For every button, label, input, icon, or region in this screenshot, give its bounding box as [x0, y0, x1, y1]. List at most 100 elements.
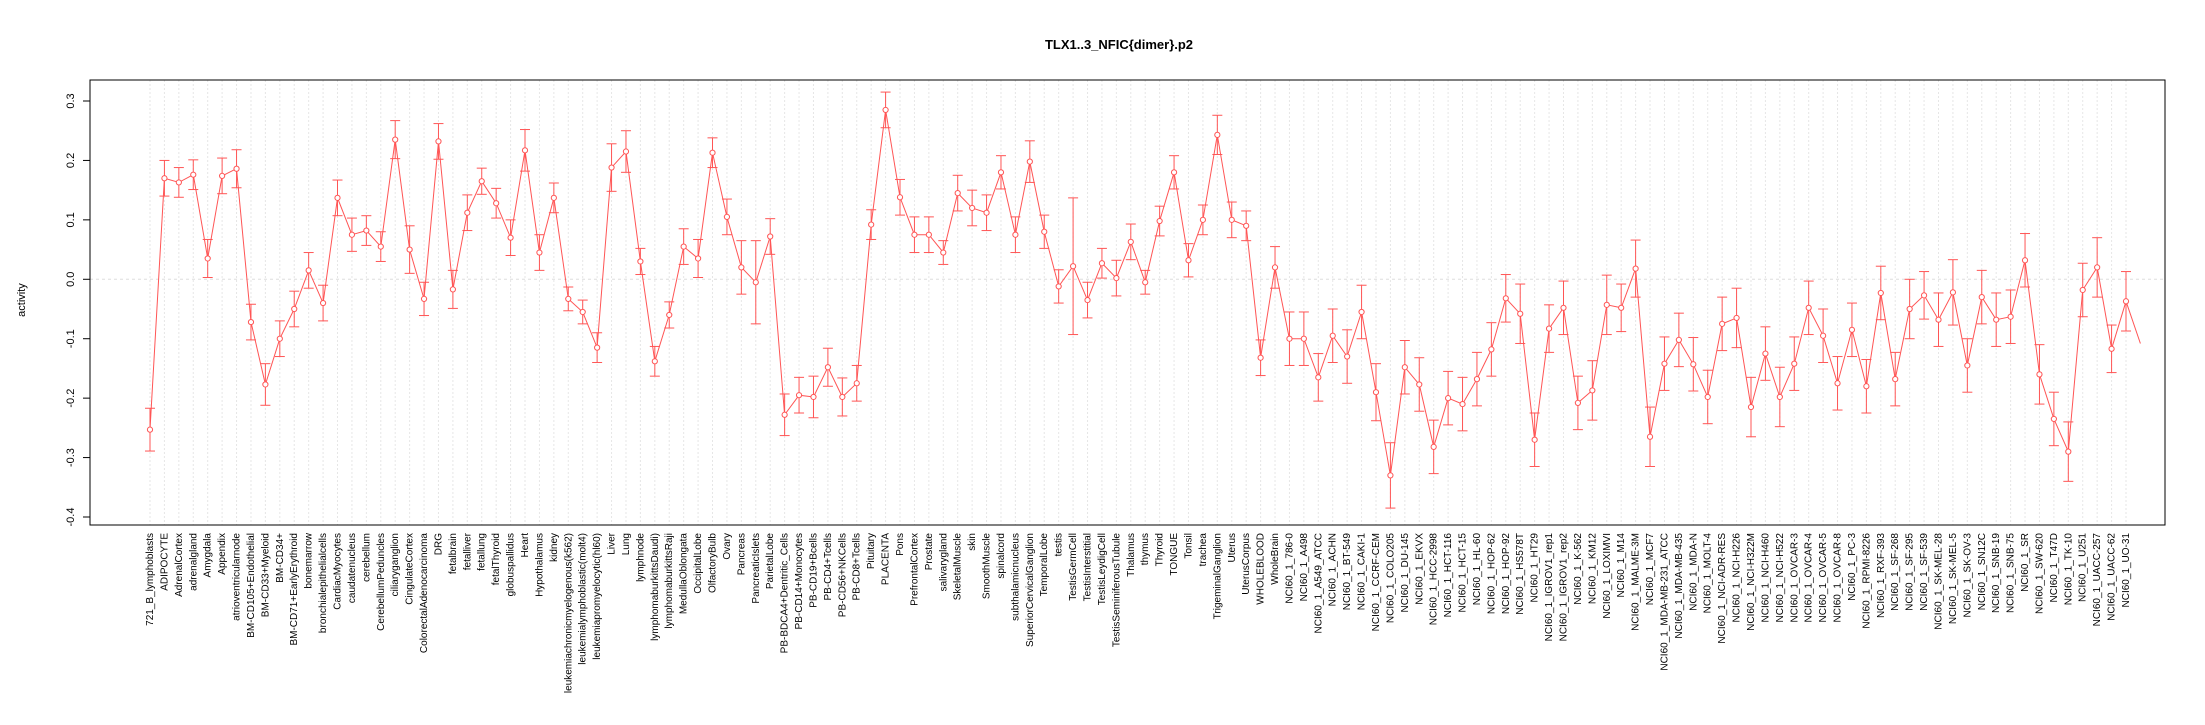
x-tick-label: NCI60_1_MDA-MB-435: [1674, 533, 1685, 639]
chart-title: TLX1..3_NFIC{dimer}.p2: [1045, 37, 1193, 52]
data-point: [219, 172, 226, 179]
data-point: [694, 255, 702, 262]
x-tick-label: NCI60_1_OVCAR-4: [1804, 533, 1815, 623]
x-tick-label: NCI60_1_SF-295: [1905, 533, 1916, 611]
data-point: [507, 234, 514, 241]
x-tick-label: BM-CD71+EarlyErythroid: [289, 533, 300, 646]
data-point: [348, 231, 356, 238]
data-point: [276, 335, 283, 342]
x-axis-tick-labels: 721_B_lymphoblasts ADIPOCYTE AdrenalCortex…: [145, 532, 2132, 693]
data-point: [190, 171, 197, 178]
data-point: [983, 209, 990, 216]
x-tick-label: NCI60_1_SW-620: [2034, 533, 2045, 614]
data-point: [1690, 361, 1697, 368]
x-tick-label: NCI60_1_SNB-75: [2006, 533, 2017, 613]
y-tick-label: 0.2: [65, 153, 77, 168]
data-point: [1315, 374, 1322, 381]
data-point: [1603, 301, 1610, 308]
y-tick-label: 0.3: [65, 93, 77, 108]
x-tick-label: SmoothMuscle: [982, 533, 993, 600]
x-tick-label: NCI60_1_786-0: [1284, 533, 1295, 604]
data-point: [2079, 286, 2086, 294]
data-point: [622, 148, 630, 155]
y-tick-label: 0.0: [65, 272, 77, 287]
x-tick-label: NCI60_1_NCI-H522: [1775, 533, 1786, 623]
data-point: [1069, 263, 1077, 270]
data-point: [1906, 305, 1913, 313]
x-tick-label: NCI60_1_HCT-116: [1443, 533, 1454, 618]
x-tick-label: TestisSeminiferousTubule: [1111, 533, 1122, 648]
x-tick-label: NCI60_1_COLO205: [1385, 533, 1396, 623]
data-point: [1041, 228, 1048, 235]
data-point: [1978, 294, 1985, 301]
data-point: [940, 249, 947, 256]
data-point: [637, 258, 644, 265]
x-tick-label: leukemialymphoblastic(molt4): [578, 533, 589, 665]
data-point: [233, 165, 240, 172]
x-tick-label: MedullaOblongata: [679, 533, 690, 615]
x-tick-label: fetalThyroid: [491, 533, 502, 585]
x-tick-label: atrioventricularnode: [232, 533, 243, 621]
x-tick-label: NCI60_1_LOXIMVI: [1602, 533, 1613, 619]
x-tick-label: globuspallidus: [506, 533, 517, 596]
x-tick-label: NCI60_1_SF-539: [1919, 533, 1930, 611]
data-point: [435, 138, 442, 145]
data-point: [464, 209, 471, 216]
data-point: [1243, 222, 1250, 229]
x-tick-label: ColorectalAdenocarcinoma: [419, 533, 430, 654]
x-tick-label: NCI60_1_SNB-19: [1991, 533, 2002, 613]
data-point: [723, 213, 731, 220]
data-point: [449, 286, 456, 293]
x-tick-label: Pituitary: [866, 533, 877, 569]
data-point: [1589, 387, 1596, 394]
x-tick-label: PB-CD14+Monocytes: [794, 533, 805, 629]
x-tick-label: PB-BDCA4+Dentritic_Cells: [780, 533, 791, 653]
x-tick-label: Prostate: [924, 533, 935, 571]
data-point: [1012, 231, 1019, 238]
gridlines: [90, 80, 2165, 525]
data-point: [420, 295, 428, 302]
data-point: [1127, 238, 1134, 245]
x-tick-label: NCI60_1_SK-OV-3: [1962, 533, 1973, 618]
data-point: [1863, 383, 1870, 390]
x-tick-label: NCI60_1_BT-549: [1342, 533, 1353, 611]
y-tick-label: -0.2: [65, 389, 77, 408]
data-point: [1156, 217, 1163, 225]
data-point: [1142, 279, 1149, 286]
data-point: [146, 426, 154, 433]
x-tick-label: CingulateCortex: [405, 533, 416, 605]
data-point: [161, 175, 168, 182]
x-tick-label: PB-CD4+Tcells: [823, 533, 834, 601]
x-tick-label: NCI60_1_IGROV1_rep1: [1544, 533, 1555, 642]
x-tick-label: WholeBrain: [1270, 533, 1281, 585]
x-tick-label: Heart: [520, 533, 531, 558]
data-point: [1430, 443, 1437, 450]
x-tick-label: NCI60_1_HCC-2998: [1429, 533, 1440, 626]
y-tick-label: 0.1: [65, 212, 77, 227]
data-point: [1747, 403, 1755, 411]
x-tick-label: adrenalgland: [188, 533, 199, 591]
x-tick-label: bonemarrow: [304, 532, 315, 588]
x-tick-label: caudatenucleus: [347, 533, 358, 603]
data-point: [305, 267, 312, 274]
data-point: [1892, 376, 1899, 383]
x-tick-label: TONGUE: [1169, 533, 1180, 576]
x-tick-label: bronchialepithelialcells: [318, 533, 329, 633]
x-tick-label: PB-CD8+Tcells: [852, 533, 863, 601]
data-point: [767, 233, 774, 240]
x-tick-label: WHOLEBLOOD: [1256, 533, 1267, 605]
data-point: [1387, 472, 1394, 479]
x-tick-label: PB-CD19+Bcells: [808, 533, 819, 608]
data-point: [896, 194, 904, 201]
x-tick-label: AdrenalCortex: [174, 533, 185, 597]
x-tick-label: NCI60_1_CCRF-CEM: [1371, 533, 1382, 631]
data-point: [579, 308, 586, 316]
data-point: [925, 231, 932, 238]
data-point: [1300, 335, 1307, 342]
x-tick-label: Thalamus: [1126, 533, 1137, 577]
data-point: [1964, 362, 1971, 369]
data-point: [2050, 415, 2057, 423]
x-tick-label: NCI60_1_ACHN: [1328, 533, 1339, 606]
x-tick-label: trachea: [1198, 533, 1209, 567]
